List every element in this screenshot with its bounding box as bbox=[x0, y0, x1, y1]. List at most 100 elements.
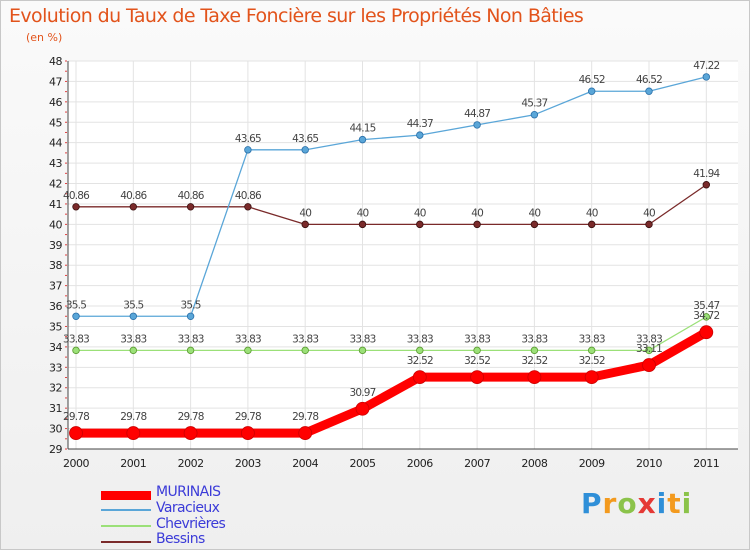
data-label: 41.94 bbox=[693, 168, 720, 180]
legend-swatch-bessins bbox=[101, 541, 151, 543]
data-label: 33.83 bbox=[521, 333, 547, 345]
data-label: 29.78 bbox=[178, 411, 204, 423]
data-label: 44.15 bbox=[349, 123, 375, 135]
data-label: 43.65 bbox=[235, 133, 261, 145]
data-point bbox=[301, 346, 309, 355]
y-tick-label: 48 bbox=[49, 55, 62, 68]
data-point bbox=[530, 220, 539, 229]
data-point bbox=[416, 131, 424, 139]
data-label: 35.5 bbox=[66, 299, 86, 311]
data-point bbox=[530, 111, 539, 119]
chart-title: Evolution du Taux de Taxe Foncière sur l… bbox=[9, 5, 584, 27]
data-point bbox=[584, 370, 599, 385]
data-label: 33.11 bbox=[636, 343, 662, 355]
data-point bbox=[416, 220, 424, 229]
data-point bbox=[358, 135, 367, 144]
data-label: 32.52 bbox=[464, 355, 490, 367]
data-point bbox=[473, 346, 481, 355]
series-line-bessins bbox=[75, 184, 707, 226]
series-line-murinais bbox=[71, 327, 711, 438]
data-point bbox=[129, 346, 137, 355]
data-label: 34.72 bbox=[693, 310, 719, 322]
data-point bbox=[301, 220, 309, 229]
data-label: 35.5 bbox=[181, 299, 201, 311]
series-line-varacieux bbox=[75, 76, 707, 317]
data-point bbox=[645, 346, 653, 355]
data-label: 33.83 bbox=[63, 333, 89, 345]
data-label: 33.83 bbox=[407, 333, 433, 345]
x-tick-label: 2003 bbox=[235, 457, 261, 470]
data-label: 46.52 bbox=[636, 74, 662, 86]
data-point bbox=[358, 346, 367, 355]
logo-letter: t bbox=[667, 487, 682, 520]
data-point bbox=[72, 312, 80, 320]
x-tick-label: 2009 bbox=[579, 457, 605, 470]
data-label: 40.86 bbox=[178, 190, 205, 202]
y-tick-label: 35 bbox=[49, 320, 62, 333]
y-tick-label: 36 bbox=[49, 300, 62, 313]
data-point bbox=[588, 346, 596, 355]
data-point bbox=[699, 325, 714, 340]
data-point bbox=[412, 370, 427, 385]
x-tick-label: 2006 bbox=[407, 457, 433, 470]
legend-label-chevrieres: Chevrières bbox=[156, 516, 226, 532]
y-tick-label: 31 bbox=[49, 402, 62, 415]
data-point bbox=[473, 121, 481, 129]
y-tick-label: 43 bbox=[49, 157, 62, 170]
data-point bbox=[301, 146, 309, 154]
data-point bbox=[72, 203, 80, 211]
y-tick-label: 41 bbox=[49, 198, 62, 211]
data-point bbox=[355, 401, 370, 416]
data-point bbox=[702, 181, 710, 189]
logo-letter: i bbox=[681, 487, 693, 520]
data-point bbox=[645, 220, 653, 229]
data-label: 40 bbox=[529, 207, 541, 219]
data-label: 40 bbox=[643, 207, 655, 219]
data-label: 40 bbox=[586, 207, 598, 219]
logo-letter: o bbox=[617, 487, 638, 520]
data-point bbox=[642, 358, 656, 372]
data-point bbox=[416, 346, 424, 355]
data-label: 33.83 bbox=[292, 333, 318, 345]
data-point bbox=[69, 426, 83, 440]
y-tick-label: 47 bbox=[49, 75, 62, 88]
data-label: 33.83 bbox=[579, 333, 605, 345]
data-label: 32.52 bbox=[579, 355, 605, 367]
data-label: 40 bbox=[299, 207, 311, 219]
data-label: 29.78 bbox=[235, 411, 261, 423]
data-point bbox=[358, 220, 367, 229]
chart-subtitle: (en %) bbox=[26, 31, 63, 44]
data-point bbox=[470, 370, 485, 385]
logo-letter: r bbox=[602, 487, 618, 520]
data-point bbox=[186, 312, 195, 320]
data-label: 44.37 bbox=[407, 118, 433, 130]
x-tick-label: 2007 bbox=[464, 457, 490, 470]
data-label: 44.87 bbox=[464, 108, 490, 120]
y-tick-label: 30 bbox=[49, 423, 62, 436]
legend-label-murinais: MURINAIS bbox=[156, 484, 221, 500]
data-label: 29.78 bbox=[63, 411, 89, 423]
data-point bbox=[244, 146, 252, 154]
y-tick-label: 37 bbox=[49, 280, 62, 293]
data-label: 32.52 bbox=[521, 355, 547, 367]
data-point bbox=[645, 87, 653, 95]
y-tick-label: 38 bbox=[49, 259, 62, 272]
y-tick-label: 42 bbox=[49, 178, 62, 191]
y-tick-label: 44 bbox=[49, 137, 62, 150]
x-tick-label: 2004 bbox=[292, 457, 318, 470]
data-point bbox=[588, 220, 596, 229]
y-tick-label: 29 bbox=[49, 443, 62, 456]
data-point bbox=[129, 203, 137, 211]
data-point bbox=[702, 313, 710, 321]
x-tick-label: 2005 bbox=[350, 457, 376, 470]
legend-label-varacieux: Varacieux bbox=[156, 500, 220, 516]
data-point bbox=[126, 426, 141, 440]
data-label: 40 bbox=[357, 207, 369, 219]
data-point bbox=[298, 426, 313, 440]
y-tick-label: 45 bbox=[49, 116, 62, 129]
data-point bbox=[72, 346, 80, 355]
x-tick-label: 2002 bbox=[178, 457, 204, 470]
data-point bbox=[244, 203, 252, 211]
data-point bbox=[129, 312, 137, 320]
